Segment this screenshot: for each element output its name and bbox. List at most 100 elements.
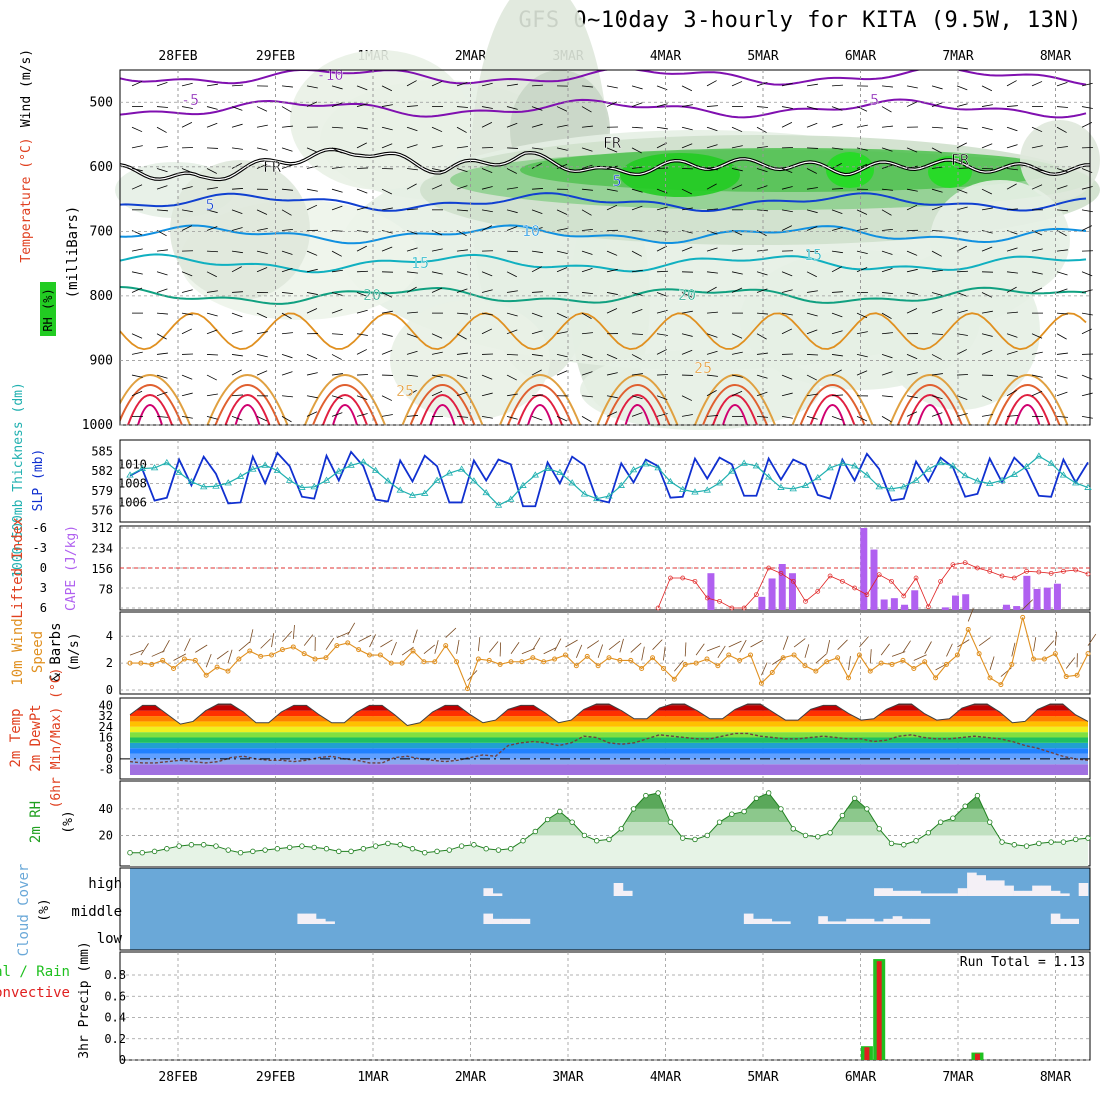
- wind-barb: [431, 248, 443, 252]
- wind-barb: [831, 369, 842, 376]
- wind-barb: [681, 126, 693, 131]
- wind-speed-point: [911, 665, 917, 671]
- thickness-point: [764, 473, 773, 480]
- wind-barb: [581, 292, 593, 295]
- rh-point: [594, 838, 600, 844]
- wind-barb: [131, 351, 143, 355]
- wind-barb: [231, 123, 243, 128]
- wind-barb: [206, 271, 217, 278]
- rh-point: [999, 839, 1005, 845]
- wind-barb: [156, 415, 168, 418]
- li-tick: 6: [40, 601, 47, 615]
- wind-barb: [606, 250, 618, 256]
- cape-bar: [1013, 606, 1021, 610]
- wind-barb: [731, 168, 743, 172]
- wind-speed-point: [192, 657, 198, 663]
- isotherm-line: [120, 192, 1087, 212]
- wind-barb: [831, 291, 844, 293]
- wind-barb: [181, 289, 193, 293]
- wind-barb: [129, 649, 144, 656]
- rh-point: [446, 847, 453, 853]
- wind-barb: [406, 333, 418, 338]
- wind-barb: [358, 634, 372, 642]
- cloud-bar: [985, 880, 996, 896]
- wind-barb: [706, 105, 718, 107]
- wind-barb: [581, 312, 592, 319]
- wind-barb: [281, 371, 293, 376]
- ylabel-minmax: (6hr Min/Max) (°C): [49, 668, 64, 809]
- wind-barb: [756, 288, 768, 293]
- thickness-point: [1059, 471, 1068, 478]
- thickness-point: [1022, 462, 1031, 469]
- li-point: [840, 578, 845, 584]
- cloud-bar: [818, 916, 828, 924]
- cape-tick: 78: [99, 583, 113, 597]
- temp-color-band: [130, 716, 1088, 722]
- wind-barb: [195, 644, 208, 653]
- wind-barb: [181, 312, 193, 316]
- cloud-bar: [1013, 890, 1024, 896]
- rh-point: [950, 815, 956, 821]
- thickness-point: [838, 459, 847, 466]
- wind-barb: [205, 653, 212, 668]
- wind-speed-point: [377, 652, 383, 658]
- li-point: [925, 604, 931, 610]
- wind-barb: [556, 124, 568, 128]
- wind-barb: [631, 354, 642, 360]
- wind-barb: [663, 646, 666, 661]
- li-point: [655, 605, 661, 611]
- wind-barb: [431, 126, 443, 133]
- wind-speed-point: [421, 659, 427, 665]
- wind-barb: [162, 639, 170, 653]
- rh-point: [790, 826, 796, 832]
- wind-barb: [306, 292, 318, 295]
- thickness-point: [138, 464, 146, 471]
- wind-barb: [556, 227, 568, 231]
- wind-barb: [1006, 271, 1018, 274]
- cape-bar: [758, 596, 766, 610]
- date-label-bottom: 6MAR: [845, 1070, 876, 1085]
- wind-barb: [1056, 415, 1068, 418]
- wind-barb: [781, 328, 793, 335]
- wind-barb: [856, 250, 868, 255]
- thickness-point: [936, 458, 945, 466]
- wind-barb: [756, 312, 768, 315]
- wind-barb: [631, 250, 642, 257]
- wind-speed-point: [160, 657, 166, 663]
- wind-speed-point: [976, 651, 982, 657]
- wind-speed-point: [127, 660, 133, 666]
- thickness-point: [384, 477, 392, 484]
- cape-bar: [1023, 575, 1031, 610]
- wind-barb: [456, 249, 468, 252]
- wind-barb: [856, 163, 868, 169]
- cloud-bar: [957, 888, 968, 896]
- isotherm-label: -5: [181, 91, 199, 109]
- wind-barb: [1031, 126, 1043, 133]
- wind-barb: [331, 147, 342, 154]
- wind-barb: [331, 373, 343, 376]
- warm-isotherm-arc: [889, 374, 971, 425]
- rh-tick: 40: [99, 802, 113, 816]
- wind-barb: [406, 126, 418, 132]
- ylabel-2m-rh: 2m RH: [28, 801, 44, 843]
- wind-barb: [131, 81, 143, 87]
- wind-barb: [325, 637, 335, 650]
- temp-color-band: [130, 737, 1088, 743]
- cloud-bar: [948, 893, 959, 896]
- thickness-point: [494, 501, 503, 508]
- wind-speed-point: [367, 652, 372, 658]
- warm-isotherm-arc: [624, 404, 651, 425]
- cloud-bar: [743, 913, 754, 924]
- wind-barb: [761, 662, 768, 676]
- thickness-point: [482, 489, 490, 496]
- li-point: [1048, 570, 1054, 576]
- rh-point: [815, 834, 821, 840]
- thickness-point: [371, 466, 380, 473]
- li-point: [901, 593, 907, 599]
- thickness-point: [654, 464, 662, 471]
- wind-barb: [756, 249, 768, 252]
- wind-speed-point: [835, 655, 841, 661]
- wind-barb: [556, 163, 568, 169]
- wind-speed-point: [486, 657, 492, 663]
- wind-barb: [356, 85, 368, 91]
